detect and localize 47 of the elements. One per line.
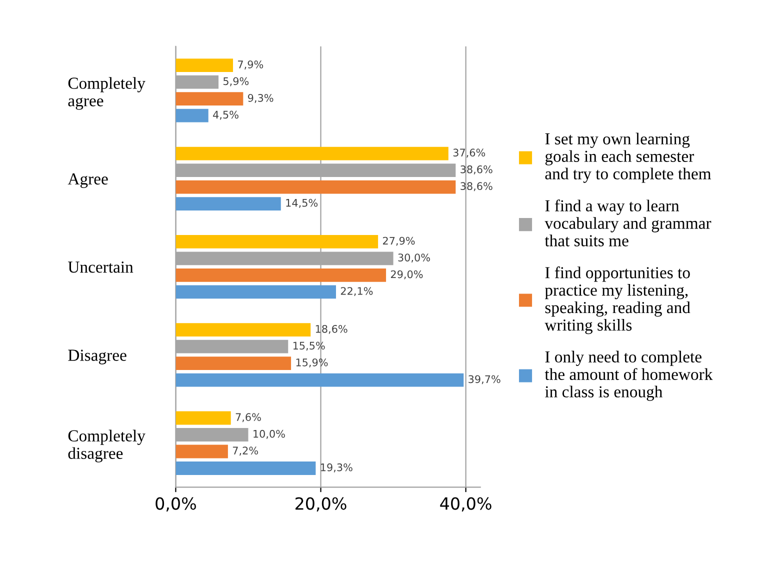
bar <box>176 323 311 337</box>
y-tick-label: Disagree <box>68 350 126 364</box>
data-label: 18,6% <box>316 324 348 334</box>
x-tick-label: 0,0% <box>156 497 196 512</box>
data-label: 14,5% <box>286 198 318 208</box>
bar <box>176 92 244 106</box>
bar <box>176 356 292 370</box>
data-label: 22,1% <box>340 287 373 296</box>
bar <box>176 146 448 160</box>
data-label: 10,0% <box>254 430 285 439</box>
bar <box>176 411 231 425</box>
data-label: 30,0% <box>398 254 430 263</box>
data-label: 38,6% <box>460 182 492 192</box>
x-tick-label: 20,0% <box>296 497 346 512</box>
legend-label: I find opportunities to practice my listening, speaking, reading and writing skills <box>544 266 690 334</box>
data-label: 29,0% <box>390 270 423 280</box>
data-label: 37,6% <box>453 148 486 158</box>
bar <box>176 444 228 458</box>
bar <box>176 462 316 475</box>
data-label: 38,6% <box>460 165 492 174</box>
bar <box>176 285 336 299</box>
bar <box>176 58 234 72</box>
data-label: 7,6% <box>236 413 261 422</box>
y-tick-label: Completely disagree <box>68 430 146 462</box>
data-label: 19,3% <box>321 463 352 472</box>
data-label: 7,9% <box>238 60 264 70</box>
data-label: 39,7% <box>468 375 500 384</box>
data-label: 27,9% <box>382 236 415 246</box>
bar <box>176 234 378 248</box>
legend-label: I set my own learning goals in each semester and try to complete them <box>545 132 712 183</box>
legend-label: I find a way to learn vocabulary and grammar that suits me <box>544 200 712 246</box>
bar <box>176 373 464 387</box>
bar <box>176 268 386 282</box>
data-label: 15,9% <box>296 358 328 368</box>
bar <box>176 108 208 122</box>
data-label: 7,2% <box>232 446 258 456</box>
data-label: 15,5% <box>293 342 325 351</box>
y-tick-label: Uncertain <box>68 262 134 273</box>
data-label: 5,9% <box>223 77 249 86</box>
data-label: 9,3% <box>248 94 274 103</box>
y-tick-label: Completely agree <box>68 77 146 110</box>
data-label: 4,5% <box>213 110 238 120</box>
x-tick-label: 40,0% <box>440 497 492 512</box>
bar <box>176 180 456 194</box>
y-tick-label: Agree <box>68 173 108 188</box>
bar <box>176 197 281 210</box>
legend-label: I only need to complete the amount of homework in class is enough <box>544 350 713 401</box>
